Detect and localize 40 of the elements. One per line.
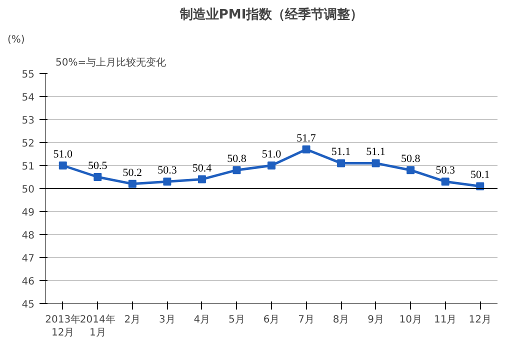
data-label: 50.2 bbox=[122, 166, 142, 179]
data-label: 50.5 bbox=[88, 160, 108, 172]
y-tick-label: 49 bbox=[22, 208, 35, 218]
chart-title: 制造业PMI指数（经季节调整） bbox=[178, 6, 364, 22]
x-tick-label: 8月 bbox=[332, 314, 350, 326]
y-tick-label: 54 bbox=[22, 92, 35, 104]
y-tick-label: 55 bbox=[22, 70, 35, 80]
data-label: 50.4 bbox=[192, 162, 212, 174]
x-tick-label: 12月 bbox=[468, 314, 492, 326]
x-tick-label: 2月 bbox=[124, 314, 141, 326]
data-label: 51.0 bbox=[262, 148, 282, 160]
data-label: 50.3 bbox=[436, 164, 456, 177]
y-axis-title: (%) bbox=[8, 34, 25, 46]
x-tick-label: 4月 bbox=[194, 314, 210, 326]
x-tick-label: 7月 bbox=[298, 314, 314, 326]
data-label: 50.1 bbox=[470, 169, 490, 182]
text: 50%=与上月比较无变化 bbox=[56, 56, 166, 68]
data-label: 50.8 bbox=[227, 153, 247, 166]
y-tick-label: 53 bbox=[22, 116, 35, 126]
data-label: 51.1 bbox=[331, 146, 351, 158]
data-label: 50.8 bbox=[400, 153, 421, 166]
y-tick-label: 50 bbox=[22, 184, 35, 196]
data-label: 51.7 bbox=[296, 132, 316, 144]
x-tick-label: 5月 bbox=[228, 314, 245, 326]
y-tick-label: 51 bbox=[22, 162, 35, 172]
x-tick-label: 10月 bbox=[399, 314, 422, 326]
data-label: 51.1 bbox=[366, 146, 386, 158]
x-tick-label: 2013年 12月 bbox=[45, 314, 81, 339]
y-tick-label: 48 bbox=[22, 230, 35, 242]
y-tick-label: 46 bbox=[22, 276, 35, 288]
y-tick-label: 52 bbox=[22, 138, 35, 150]
x-tick-label: 9月 bbox=[368, 314, 384, 326]
data-label: 51.0 bbox=[53, 148, 74, 160]
y-tick-label: 47 bbox=[22, 254, 35, 264]
data-label: 50.3 bbox=[158, 164, 178, 177]
x-tick-label: 3月 bbox=[159, 314, 176, 326]
x-tick-label: 11月 bbox=[434, 314, 457, 326]
x-tick-label: 2014年 1月 bbox=[80, 314, 116, 339]
y-tick-label: 45 bbox=[22, 300, 35, 310]
x-tick-label: 6月 bbox=[263, 314, 280, 326]
